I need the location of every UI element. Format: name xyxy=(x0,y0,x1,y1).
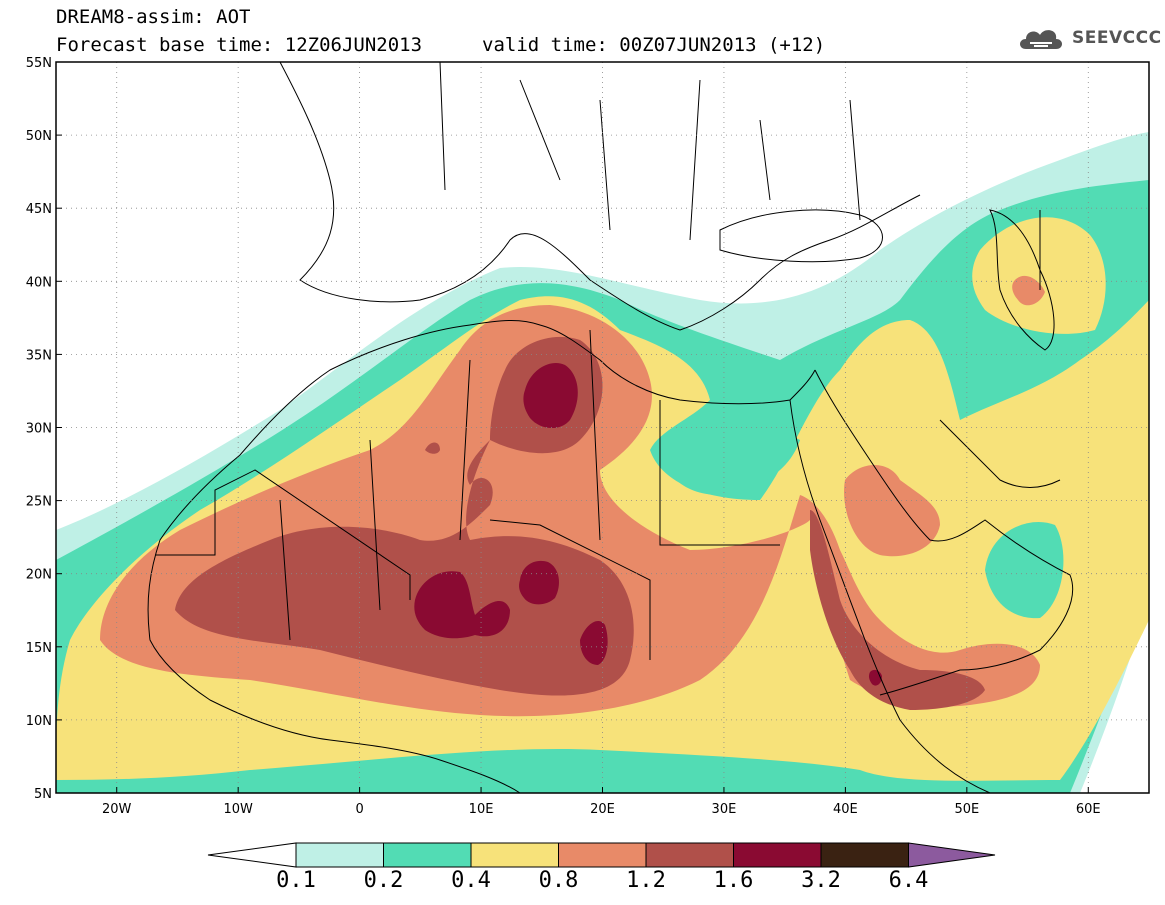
lon-tick-label: 20E xyxy=(590,802,615,817)
colorbar-box xyxy=(733,842,822,868)
colorbar-level-label: 0.2 xyxy=(363,868,404,893)
lat-axis: 5N 10N 15N 20N 25N 30N 35N 40N 45N 50N 55N xyxy=(26,56,62,802)
coastline-africa-north xyxy=(469,319,816,405)
aot-contour-0.8-caspian xyxy=(1012,275,1045,306)
aot-contour-1.2-sahara-n xyxy=(425,442,440,454)
colorbar-level-label: 0.1 xyxy=(276,868,316,893)
aot-contour-0.8-arabia xyxy=(844,465,940,557)
colorbar-box xyxy=(470,842,559,868)
colorbar-level-label: 1.2 xyxy=(626,868,666,893)
colorbar-box xyxy=(820,842,909,868)
lat-tick-label: 40N xyxy=(26,275,52,290)
colorbar-arrow-high xyxy=(908,842,996,868)
aot-contour-1.6-libya xyxy=(523,362,578,429)
aot-contour-1.6-chad-n xyxy=(519,560,560,605)
coastline-black-sea xyxy=(719,209,883,263)
colorbar xyxy=(207,842,996,868)
aot-contour-1.2 xyxy=(175,336,634,696)
colorbar-level-label: 3.2 xyxy=(801,868,841,893)
coastline-persian-gulf xyxy=(939,419,1061,488)
lat-tick-label: 10N xyxy=(26,714,52,729)
aot-contour-0.2-east-med xyxy=(660,425,800,495)
cloud-icon xyxy=(1020,30,1062,49)
lon-tick-label: 40E xyxy=(833,802,858,817)
lon-tick-label: 10E xyxy=(469,802,494,817)
coastline-africa-west xyxy=(147,324,521,793)
lon-tick-label: 50E xyxy=(954,802,979,817)
colorbar-box xyxy=(383,842,472,868)
colorbar-level-label: 6.4 xyxy=(888,868,929,893)
coastline-arabia xyxy=(814,369,1074,696)
coastline-caspian xyxy=(989,209,1055,351)
coastline-red-sea xyxy=(789,399,991,793)
seevccc-logo: SEEVCCC xyxy=(1016,22,1162,54)
lat-tick-label: 50N xyxy=(26,129,52,144)
coastlines xyxy=(147,62,1074,793)
lon-tick-label: 60E xyxy=(1076,802,1101,817)
lat-tick-label: 25N xyxy=(26,495,52,510)
colorbar-level-label: 1.6 xyxy=(713,868,754,893)
coastline-europe xyxy=(279,62,921,331)
border-sahara-1 xyxy=(279,329,780,660)
aot-contour-0.2-arabia xyxy=(985,522,1064,619)
lat-lon-grid xyxy=(56,62,1149,793)
lat-tick-label: 55N xyxy=(26,56,52,71)
colorbar-arrow-low xyxy=(207,842,297,868)
border-mali xyxy=(155,469,411,600)
lat-tick-label: 30N xyxy=(26,422,52,437)
border-europe xyxy=(439,62,1041,290)
lon-tick-label: 20W xyxy=(102,802,132,817)
lat-tick-label: 20N xyxy=(26,568,52,583)
lon-tick-label: 30E xyxy=(712,802,737,817)
lat-tick-label: 15N xyxy=(26,641,52,656)
logo-text: SEEVCCC xyxy=(1072,28,1162,48)
valid-time: valid time: 00Z07JUN2013 (+12) xyxy=(482,34,826,56)
lat-tick-label: 35N xyxy=(26,348,52,363)
colorbar-box xyxy=(645,842,734,868)
lon-tick-label: 10W xyxy=(223,802,253,817)
lon-tick-label: 0 xyxy=(355,802,363,817)
forecast-base-time: Forecast base time: 12Z06JUN2013 xyxy=(56,34,423,56)
colorbar-box xyxy=(295,842,384,868)
colorbar-level-label: 0.8 xyxy=(538,868,579,893)
aot-contour-1.6-chad-s xyxy=(580,620,608,665)
map-title: DREAM8-assim: AOT xyxy=(56,6,251,28)
aot-contour-1.6-niger xyxy=(414,571,510,639)
lat-tick-label: 45N xyxy=(26,202,52,217)
lon-axis: 20W 10W 0 10E 20E 30E 40E 50E 60E xyxy=(102,787,1101,817)
aot-contour-1.2-redsea xyxy=(810,510,985,710)
colorbar-box xyxy=(558,842,647,868)
colorbar-level-label: 0.4 xyxy=(451,868,491,893)
lat-tick-label: 5N xyxy=(34,787,52,802)
